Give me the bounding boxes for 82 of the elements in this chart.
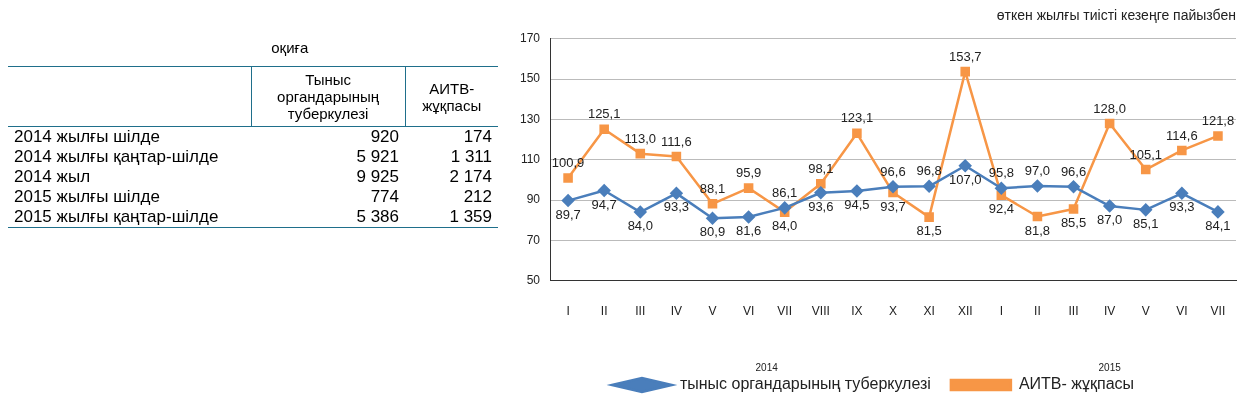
data-label: 87,0 [1096,212,1123,228]
category-label: 2014 жылғы шілде [13,126,161,147]
y-tick-label: 110 [520,152,541,167]
x-tick-label: VII [777,304,793,319]
data-label: 88,1 [699,180,726,196]
x-tick-label: X [889,304,898,319]
data-label: 81,5 [916,223,942,239]
data-label: 94,7 [591,196,617,212]
category-label: 2015 жылғы қаңтар-шілде [13,207,220,228]
x-tick-label: VII [1210,304,1226,319]
text: оқиға [270,38,310,58]
y-tick-label: 150 [519,71,541,86]
data-label: 84,0 [772,218,798,234]
legend-label: АИТВ- жұқпасы [1018,375,1135,393]
y-tick-label: 50 [526,272,541,287]
category-label: 2015 жылғы шілде [13,187,161,207]
data-label: 94,5 [844,197,870,213]
x-tick-label: XII [957,304,973,319]
data-label: 121,8 [1201,113,1235,128]
x-tick-label: V [1141,304,1150,319]
data-label: 128,0 [1093,100,1126,116]
y-tick-label: 90 [526,192,541,207]
x-tick-label: II [1034,304,1041,319]
x-tick-label: II [600,304,608,319]
x-tick-label: XI [923,304,935,319]
data-label: 2 174 [448,167,493,187]
x-tick-label: V [708,304,717,319]
data-label: 96,6 [1060,163,1087,179]
data-label: 107,0 [948,171,982,187]
x-tick-label: IX [851,304,863,319]
data-label: 174 [462,126,493,147]
x-tick-label: IV [670,304,683,319]
data-label: 84,0 [627,218,653,234]
data-label: 81,8 [1024,222,1051,238]
data-label: 153,7 [948,48,982,64]
x-tick-label: I [566,304,570,319]
data-label: 89,7 [555,206,581,222]
data-label: 9 925 [355,167,400,187]
data-label: 80,9 [699,224,726,240]
data-label: 774 [369,187,400,207]
data-label: 212 [462,187,493,207]
data-label: 93,6 [808,198,834,214]
category-label: 2014 жылғы қаңтар-шілде [13,147,220,167]
x-tick-label: VI [742,304,755,319]
data-label: 85,1 [1133,215,1159,231]
data-label: 84,1 [1205,217,1231,233]
legend-label: тыныс органдарының туберкулезі [679,375,931,393]
x-tick-label: III [1068,304,1079,319]
text: 2015 [1098,361,1122,373]
text: АИТВ-жұқпасы [405,66,498,127]
data-label: 97,0 [1024,162,1051,178]
data-label: 81,6 [735,223,762,238]
data-label: 113,0 [624,130,657,146]
data-label: 86,1 [772,184,798,200]
data-label: 1 359 [448,207,493,228]
chart-title: өткен жылғы тиісті кезеңге пайызбен [996,7,1236,24]
data-label: 95,9 [735,165,762,181]
data-label: 5 921 [355,147,400,167]
category-label: 2014 жыл [13,167,92,187]
data-label: 92,4 [988,201,1014,217]
x-tick-label: VI [1176,304,1188,319]
data-label: 920 [369,126,400,147]
y-tick-label: 70 [526,232,541,247]
text: Тыныс органдарының туберкулезі [251,66,406,127]
x-tick-label: VIII [811,304,830,319]
data-label: 1 311 [449,147,493,167]
data-label: 93,3 [1169,199,1195,215]
y-tick-label: 130 [519,111,541,126]
data-label: 123,1 [840,110,874,126]
y-tick-label: 170 [519,31,541,46]
text: 2014 [755,361,779,373]
x-tick-label: IV [1103,304,1116,319]
x-tick-label: I [999,304,1003,319]
data-label: 114,6 [1166,127,1198,143]
data-label: 125,1 [587,106,621,122]
x-tick-label: III [635,304,646,319]
data-label: 96,6 [880,163,906,179]
data-label: 111,6 [661,133,692,149]
data-label: 85,5 [1060,215,1087,231]
data-label: 93,3 [663,199,690,215]
data-label: 5 386 [355,207,400,228]
data-label: 93,7 [880,198,906,214]
